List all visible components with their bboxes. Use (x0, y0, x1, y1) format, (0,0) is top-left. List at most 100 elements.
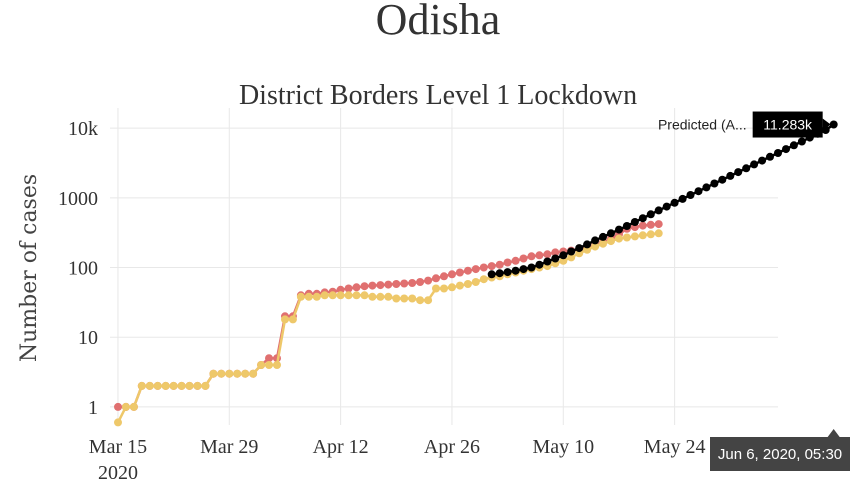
data-point[interactable] (384, 280, 393, 289)
data-point[interactable] (312, 292, 321, 301)
data-point[interactable] (535, 251, 544, 260)
data-point[interactable] (440, 284, 448, 293)
data-point[interactable] (511, 266, 520, 275)
data-point[interactable] (296, 292, 305, 301)
data-point[interactable] (440, 272, 448, 281)
data-point[interactable] (448, 270, 456, 279)
data-point[interactable] (281, 315, 289, 324)
data-point[interactable] (622, 222, 631, 230)
data-point[interactable] (527, 263, 536, 272)
data-point[interactable] (758, 156, 767, 165)
data-point[interactable] (654, 206, 663, 215)
data-point[interactable] (638, 221, 647, 230)
data-point[interactable] (471, 278, 480, 286)
data-point[interactable] (455, 268, 464, 277)
data-point[interactable] (209, 369, 218, 378)
data-point[interactable] (575, 244, 584, 253)
data-point[interactable] (646, 210, 655, 219)
data-point[interactable] (360, 291, 369, 300)
data-point[interactable] (424, 296, 433, 305)
data-point[interactable] (257, 361, 266, 369)
data-point[interactable] (662, 202, 671, 211)
data-point[interactable] (432, 274, 440, 283)
data-point[interactable] (766, 152, 774, 161)
data-point[interactable] (416, 278, 425, 286)
data-point[interactable] (273, 361, 281, 369)
series-1[interactable] (114, 229, 663, 427)
data-point[interactable] (630, 232, 639, 241)
data-point[interactable] (193, 381, 202, 390)
data-point[interactable] (169, 381, 178, 390)
data-point[interactable] (543, 257, 552, 266)
data-point[interactable] (551, 254, 560, 263)
data-point[interactable] (368, 292, 377, 301)
data-point[interactable] (416, 296, 425, 305)
data-point[interactable] (519, 265, 528, 274)
data-point[interactable] (638, 231, 647, 240)
data-point[interactable] (702, 183, 711, 192)
data-point[interactable] (559, 256, 568, 265)
data-point[interactable] (201, 381, 210, 390)
data-point[interactable] (607, 237, 615, 246)
data-point[interactable] (774, 149, 782, 157)
data-point[interactable] (519, 254, 528, 263)
data-point[interactable] (543, 250, 552, 259)
data-point[interactable] (432, 284, 440, 293)
data-point[interactable] (463, 280, 472, 288)
data-point[interactable] (479, 275, 488, 284)
data-point[interactable] (535, 260, 544, 269)
data-point[interactable] (249, 369, 258, 378)
data-point[interactable] (734, 168, 743, 177)
data-point[interactable] (336, 291, 345, 300)
data-point[interactable] (233, 369, 242, 378)
data-point[interactable] (615, 225, 623, 234)
data-point[interactable] (384, 292, 393, 301)
data-point[interactable] (185, 381, 194, 390)
data-point[interactable] (217, 369, 226, 378)
data-point[interactable] (710, 179, 719, 188)
data-point[interactable] (304, 292, 313, 301)
data-point[interactable] (503, 258, 512, 267)
data-point[interactable] (789, 141, 798, 150)
data-point[interactable] (646, 230, 655, 239)
data-point[interactable] (320, 291, 329, 300)
series-layer[interactable] (114, 120, 838, 427)
data-point[interactable] (400, 279, 409, 288)
data-point[interactable] (654, 229, 663, 238)
data-point[interactable] (392, 280, 401, 288)
data-point[interactable] (527, 252, 536, 261)
data-point[interactable] (448, 283, 456, 292)
data-point[interactable] (495, 260, 504, 269)
data-point[interactable] (742, 164, 751, 173)
series-2[interactable] (487, 120, 838, 279)
data-point[interactable] (129, 402, 138, 411)
data-point[interactable] (265, 354, 273, 363)
data-point[interactable] (344, 284, 353, 293)
data-point[interactable] (288, 315, 297, 324)
data-point[interactable] (344, 291, 353, 300)
data-point[interactable] (352, 291, 361, 300)
data-point[interactable] (145, 381, 154, 390)
data-point[interactable] (782, 145, 790, 154)
data-point[interactable] (352, 283, 361, 292)
data-point[interactable] (591, 236, 600, 245)
data-point[interactable] (487, 262, 496, 271)
data-point[interactable] (615, 234, 623, 243)
data-point[interactable] (638, 214, 647, 223)
data-point[interactable] (376, 292, 385, 301)
data-point[interactable] (455, 281, 464, 290)
data-point[interactable] (137, 381, 146, 390)
data-point[interactable] (360, 282, 369, 291)
data-point[interactable] (328, 291, 337, 300)
data-point[interactable] (670, 198, 679, 207)
data-point[interactable] (424, 276, 433, 285)
data-point[interactable] (241, 369, 250, 378)
data-point[interactable] (400, 294, 409, 303)
data-point[interactable] (336, 285, 345, 294)
data-point[interactable] (471, 265, 480, 274)
data-point[interactable] (599, 232, 607, 241)
data-point[interactable] (599, 239, 607, 248)
data-point[interactable] (161, 381, 170, 390)
data-point[interactable] (503, 268, 512, 277)
